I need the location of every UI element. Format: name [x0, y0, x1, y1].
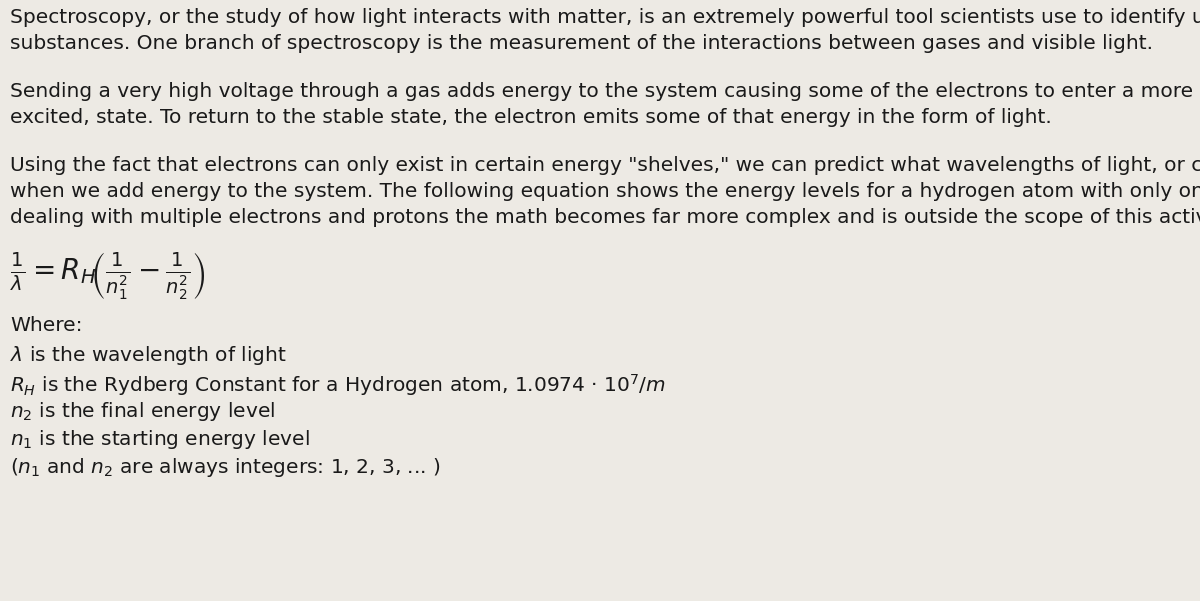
Text: $n_2$ is the final energy level: $n_2$ is the final energy level [10, 400, 275, 423]
Text: $\frac{1}{\lambda} = R_H\!\left(\frac{1}{n_1^2} - \frac{1}{n_2^2}\right)$: $\frac{1}{\lambda} = R_H\!\left(\frac{1}… [10, 251, 205, 302]
Text: $R_H$ is the Rydberg Constant for a Hydrogen atom, 1.0974 · 10$^7$$/m$: $R_H$ is the Rydberg Constant for a Hydr… [10, 372, 666, 398]
Text: $n_1$ is the starting energy level: $n_1$ is the starting energy level [10, 428, 310, 451]
Text: $\lambda$ is the wavelength of light: $\lambda$ is the wavelength of light [10, 344, 287, 367]
Text: $(n_1$ and $n_2$ are always integers: 1, 2, 3, ... ): $(n_1$ and $n_2$ are always integers: 1,… [10, 456, 440, 479]
Text: excited, state. To return to the stable state, the electron emits some of that e: excited, state. To return to the stable … [10, 108, 1051, 127]
Text: Using the fact that electrons can only exist in certain energy "shelves," we can: Using the fact that electrons can only e… [10, 156, 1200, 175]
Text: when we add energy to the system. The following equation shows the energy levels: when we add energy to the system. The fo… [10, 182, 1200, 201]
Text: Where:: Where: [10, 316, 83, 335]
Text: dealing with multiple electrons and protons the math becomes far more complex an: dealing with multiple electrons and prot… [10, 208, 1200, 227]
Text: Spectroscopy, or the study of how light interacts with matter, is an extremely p: Spectroscopy, or the study of how light … [10, 8, 1200, 27]
Text: Sending a very high voltage through a gas adds energy to the system causing some: Sending a very high voltage through a ga… [10, 82, 1200, 101]
Text: substances. One branch of spectroscopy is the measurement of the interactions be: substances. One branch of spectroscopy i… [10, 34, 1153, 53]
